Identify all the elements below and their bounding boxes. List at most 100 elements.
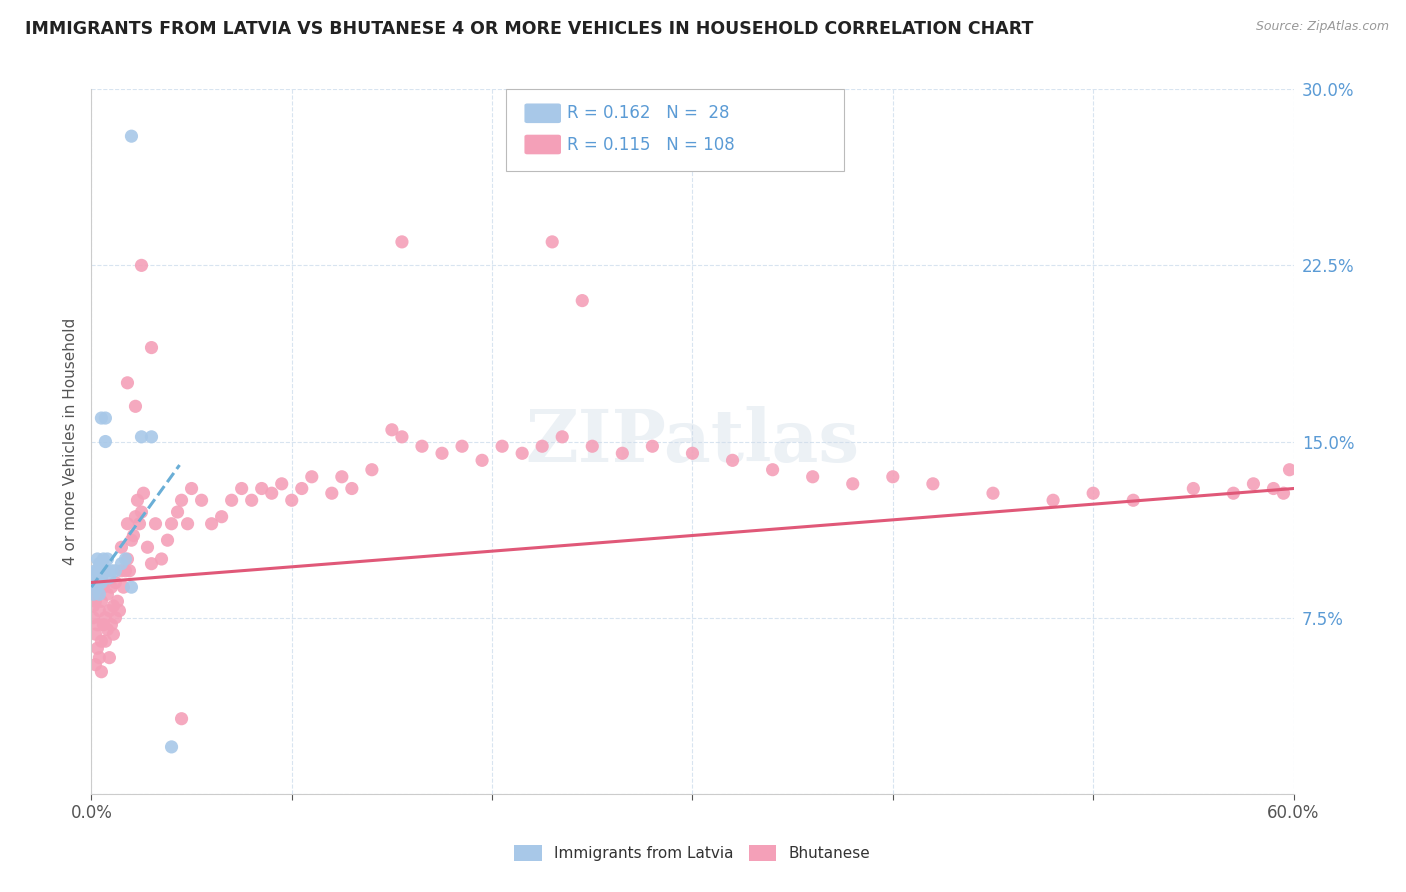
Point [86,552,108,566]
Point [801,469,824,483]
Point [114,552,136,566]
Point [84,575,107,590]
Point [510,446,533,460]
Point [103,599,125,613]
Point [104,564,127,578]
Point [170,712,193,726]
Point [170,493,193,508]
Point [150,552,173,566]
Point [190,493,212,508]
Point [117,376,139,390]
Point [82,599,104,613]
Point [451,439,474,453]
Point [96,552,118,566]
Point [381,423,404,437]
Point [221,493,243,508]
Point [84,564,107,578]
Point [721,453,744,467]
Point [90,634,112,648]
Point [231,482,253,496]
Point [104,575,127,590]
Point [124,509,146,524]
Point [89,557,111,571]
Point [89,575,111,590]
Point [90,575,112,590]
Point [121,533,143,548]
Point [1272,486,1295,500]
Point [84,657,107,672]
Point [1243,476,1265,491]
Point [270,476,292,491]
Point [141,557,163,571]
Point [981,486,1004,500]
Point [391,235,413,249]
Point [360,463,382,477]
Point [86,587,108,601]
Legend: Immigrants from Latvia, Bhutanese: Immigrants from Latvia, Bhutanese [509,838,876,867]
Point [100,564,122,578]
Point [430,446,453,460]
Point [94,634,117,648]
Point [250,482,273,496]
Point [96,623,118,637]
Point [1263,482,1285,496]
Point [141,341,163,355]
Point [1122,493,1144,508]
Point [89,604,111,618]
Point [131,505,153,519]
Point [882,469,904,483]
Point [86,564,108,578]
Point [100,617,122,632]
Point [128,516,150,531]
Point [160,739,183,754]
Text: ZIPatlas: ZIPatlas [526,406,859,477]
Point [160,516,183,531]
Point [84,571,107,585]
Point [156,533,179,548]
Point [110,540,132,554]
Y-axis label: 4 or more Vehicles in Household: 4 or more Vehicles in Household [63,318,79,566]
Text: Source: ZipAtlas.com: Source: ZipAtlas.com [1256,20,1389,33]
Point [96,587,118,601]
Point [581,439,603,453]
Point [89,587,111,601]
Point [132,486,155,500]
Point [110,564,132,578]
Point [330,469,353,483]
Point [922,476,945,491]
Point [86,617,108,632]
Point [1083,486,1105,500]
Text: IMMIGRANTS FROM LATVIA VS BHUTANESE 4 OR MORE VEHICLES IN HOUSEHOLD CORRELATION : IMMIGRANTS FROM LATVIA VS BHUTANESE 4 OR… [25,20,1033,37]
Point [98,650,121,665]
Point [180,482,202,496]
Point [114,564,136,578]
Point [112,580,135,594]
Point [82,610,104,624]
Point [411,439,433,453]
Point [240,493,263,508]
Point [96,564,118,578]
Point [110,557,132,571]
Point [531,439,554,453]
Point [127,493,149,508]
Point [108,604,131,618]
Point [124,399,146,413]
Text: R = 0.115   N = 108: R = 0.115 N = 108 [567,136,734,153]
Point [121,580,143,594]
Point [1042,493,1064,508]
Point [122,528,145,542]
Point [321,486,343,500]
Point [131,430,153,444]
Point [90,594,112,608]
Point [681,446,703,460]
Point [84,627,107,641]
Point [145,516,167,531]
Point [391,430,413,444]
Point [98,604,121,618]
Point [100,580,122,594]
Point [121,129,143,144]
Point [93,580,115,594]
Point [201,516,224,531]
Point [90,571,112,585]
Point [471,453,494,467]
